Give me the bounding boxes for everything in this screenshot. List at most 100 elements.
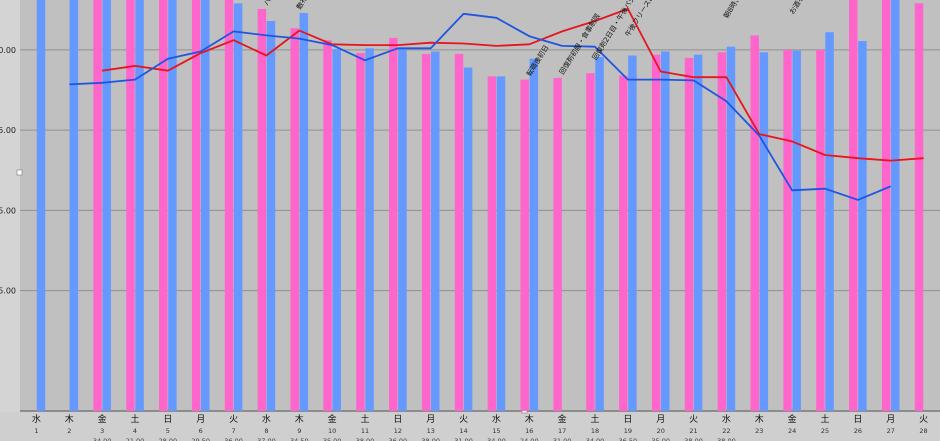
bar-pink — [849, 0, 858, 411]
x-tick-date: 19 — [624, 427, 632, 435]
x-tick-extra: 24.00 — [520, 437, 539, 441]
x-tick-day: 土 — [590, 413, 599, 425]
x-tick-extra: 34.00 — [93, 437, 112, 441]
x-tick-extra: 38.00 — [684, 437, 703, 441]
x-tick-day: 月 — [886, 414, 895, 425]
x-tick-date: 11 — [361, 427, 369, 435]
bar-pink — [454, 53, 464, 411]
bar-pink — [684, 57, 694, 412]
x-tick-day: 木 — [295, 413, 304, 425]
bar-blue — [135, 0, 144, 412]
bar-blue — [266, 20, 276, 412]
y-axis-strip — [0, 0, 20, 441]
x-tick-date: 2 — [67, 427, 71, 435]
bar-blue — [858, 41, 867, 412]
bar-blue — [891, 0, 900, 412]
x-tick-date: 8 — [264, 427, 268, 435]
line-red — [101, 8, 924, 162]
bar-pink — [93, 0, 102, 411]
x-tick-date: 1 — [34, 427, 38, 435]
x-tick-extra: 29.50 — [191, 437, 210, 441]
bar-blue — [628, 55, 637, 412]
x-tick-date: 25 — [821, 427, 829, 435]
bar-blue — [299, 12, 309, 412]
line-blue — [69, 12, 892, 201]
bar-blue — [463, 67, 473, 411]
x-tick-extra: 36.00 — [224, 437, 243, 441]
x-tick-day: 水 — [492, 413, 501, 425]
x-tick-day: 火 — [919, 414, 928, 425]
bar-blue — [102, 0, 111, 411]
bar-pink — [323, 40, 332, 412]
bar-pink — [126, 0, 135, 411]
x-tick-day: 水 — [32, 413, 41, 425]
x-tick-date: 14 — [459, 427, 467, 435]
x-tick-date: 13 — [427, 427, 435, 435]
bar-blue — [792, 50, 801, 412]
bar-blue — [168, 0, 177, 412]
x-tick-extra: 35.00 — [651, 437, 670, 441]
x-tick-date: 21 — [689, 427, 697, 435]
x-tick-date: 28 — [919, 427, 927, 435]
x-tick-extra: 36.50 — [619, 437, 638, 441]
bar-pink — [914, 3, 924, 412]
x-tick-extra: 34.00 — [487, 437, 506, 441]
bar-pink — [257, 8, 267, 411]
bar-blue — [759, 52, 769, 411]
bar-blue — [726, 46, 736, 411]
bar-pink — [619, 75, 628, 412]
y-tick-label: 0.00 — [0, 46, 16, 55]
y-tick-label: 5.00 — [0, 206, 16, 215]
y-tick-label: 5.00 — [0, 287, 16, 296]
x-tick-day: 金 — [788, 413, 797, 425]
x-tick-day: 水 — [262, 413, 271, 425]
x-tick-extra: 34.00 — [586, 437, 605, 441]
bar-pink — [356, 53, 365, 412]
x-tick-day: 木 — [65, 413, 74, 425]
x-tick-date: 15 — [492, 427, 500, 435]
y-tick-label: 5.00 — [0, 126, 16, 135]
x-tick-day: 金 — [328, 413, 337, 425]
x-tick-date: 17 — [558, 427, 566, 435]
bar-blue — [69, 0, 79, 411]
bar-pink — [191, 0, 201, 411]
x-tick-day: 日 — [393, 414, 402, 425]
bar-pink — [421, 53, 431, 411]
x-tick-day: 日 — [853, 414, 862, 425]
bar-blue — [595, 57, 604, 411]
bar-pink — [553, 77, 562, 412]
x-tick-day: 月 — [196, 414, 205, 425]
x-tick-date: 9 — [297, 427, 301, 435]
bar-pink — [783, 49, 792, 411]
x-tick-day: 金 — [98, 413, 107, 425]
bar-pink — [816, 49, 825, 411]
x-tick-date: 20 — [657, 427, 665, 435]
bar-pink — [487, 76, 497, 412]
x-tick-date: 4 — [133, 427, 137, 435]
bar-pink — [881, 0, 891, 412]
x-tick-day: 火 — [229, 414, 238, 425]
x-tick-day: 月 — [426, 414, 435, 425]
bar-pink — [750, 35, 759, 412]
x-tick-date: 16 — [525, 427, 533, 435]
x-tick-day: 火 — [459, 414, 468, 425]
x-tick-extra: 38.00 — [421, 437, 440, 441]
x-tick-extra: 21.00 — [126, 437, 145, 441]
bar-pink — [389, 37, 398, 412]
x-tick-extra: 38.00 — [717, 437, 736, 441]
x-tick-date: 5 — [166, 427, 170, 435]
x-tick-extra: 28.00 — [159, 437, 178, 441]
x-tick-day: 月 — [656, 414, 665, 425]
bar-blue — [693, 54, 703, 411]
x-tick-extra: 35.00 — [323, 437, 342, 441]
x-tick-date: 26 — [854, 427, 862, 435]
bar-blue — [529, 58, 539, 411]
x-tick-day: 土 — [130, 413, 139, 425]
bar-blue — [201, 0, 210, 412]
x-tick-day: 土 — [360, 413, 369, 425]
bar-blue — [661, 51, 670, 411]
bar-pink — [159, 0, 168, 412]
x-tick-day: 木 — [755, 413, 764, 425]
x-tick-date: 10 — [328, 427, 336, 435]
